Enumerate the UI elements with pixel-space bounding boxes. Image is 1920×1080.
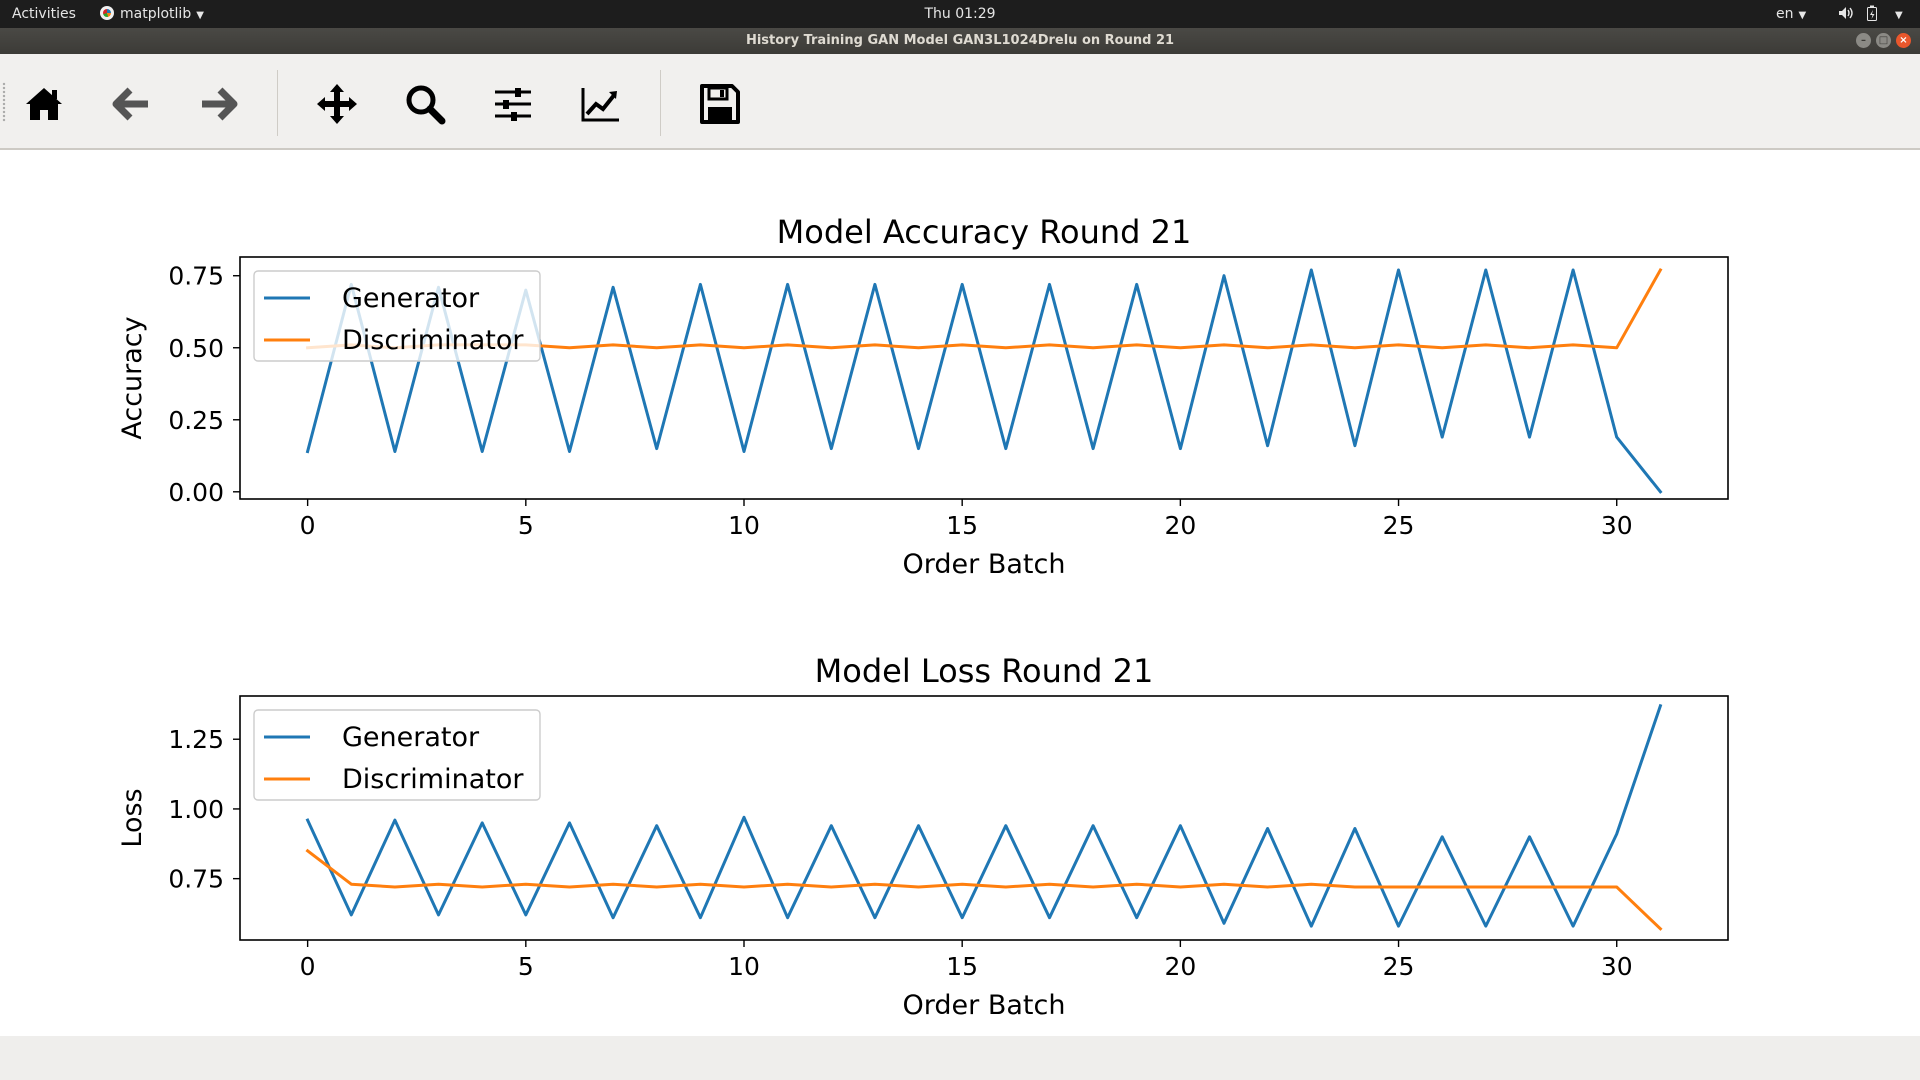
x-tick-label: 15 <box>946 511 978 540</box>
legend-label-generator: Generator <box>342 722 480 753</box>
x-tick-label: 30 <box>1601 511 1633 540</box>
language-label: en <box>1776 6 1794 22</box>
volume-icon[interactable] <box>1838 0 1854 28</box>
app-menu[interactable]: matplotlib ▼ <box>100 0 204 28</box>
y-tick-label: 1.25 <box>168 725 224 754</box>
x-tick-label: 5 <box>518 952 534 981</box>
figure-svg[interactable]: 0 5 10 15 20 25 30 0.00 0.25 0.50 0.75 Model Accura… <box>0 150 1920 1036</box>
y-tick-label: 1.00 <box>168 795 224 824</box>
legend-box <box>253 709 541 801</box>
pan-button[interactable] <box>309 76 365 132</box>
series-line-generator <box>305 703 1663 928</box>
x-tick-label: 20 <box>1164 511 1196 540</box>
minimize-window-button[interactable]: – <box>1856 33 1871 48</box>
app-menu-label: matplotlib <box>120 6 192 22</box>
language-indicator[interactable]: en ▼ <box>1776 0 1806 28</box>
y-tick-label: 0.75 <box>168 262 224 291</box>
legend-label-discriminator: Discriminator <box>342 325 524 356</box>
home-button[interactable] <box>16 76 72 132</box>
y-tick-label: 0.75 <box>168 865 224 894</box>
pan-move-icon <box>317 84 357 124</box>
chart-title: Model Accuracy Round 21 <box>777 213 1192 251</box>
x-tick-label: 30 <box>1601 952 1633 981</box>
window-title: History Training GAN Model GAN3L1024Drel… <box>745 33 1175 48</box>
battery-icon[interactable] <box>1866 0 1878 28</box>
toolbar-drag-handle[interactable] <box>2 82 6 122</box>
x-tick-label: 25 <box>1383 952 1415 981</box>
y-tick-label: 0.25 <box>168 406 224 435</box>
navigation-toolbar <box>0 54 1920 150</box>
window-title-bar: History Training GAN Model GAN3L1024Drel… <box>0 28 1920 54</box>
axes-frame <box>239 695 1729 941</box>
forward-arrow-icon <box>202 87 238 121</box>
chevron-down-icon: ▼ <box>196 10 204 21</box>
legend-label-discriminator: Discriminator <box>342 764 524 795</box>
x-tick-label: 5 <box>518 511 534 540</box>
maximize-window-button[interactable]: □ <box>1876 33 1891 48</box>
y-tick-label: 0.00 <box>168 478 224 507</box>
zoom-button[interactable] <box>397 76 453 132</box>
subplot-accuracy <box>233 256 1729 506</box>
chevron-down-icon: ▼ <box>1798 10 1807 21</box>
status-bar <box>0 1036 1920 1080</box>
configure-subplots-button[interactable] <box>485 76 541 132</box>
save-floppy-icon <box>700 84 740 124</box>
subplot-loss <box>233 695 1729 947</box>
subplots-config-icon <box>495 88 531 121</box>
legend-box <box>253 270 541 362</box>
figure-canvas[interactable]: 0 5 10 15 20 25 30 0.00 0.25 0.50 0.75 Model Accura… <box>0 150 1920 1036</box>
save-figure-button[interactable] <box>692 76 748 132</box>
system-top-bar: Activities matplotlib ▼ Thu 01:29 en ▼ ▼ <box>0 0 1920 28</box>
y-tick-label: 0.50 <box>168 334 224 363</box>
x-tick-label: 10 <box>728 952 760 981</box>
legend-label-generator: Generator <box>342 283 480 314</box>
x-tick-label: 0 <box>300 952 316 981</box>
matplotlib-app-icon <box>100 6 114 20</box>
back-button[interactable] <box>104 76 160 132</box>
x-tick-label: 15 <box>946 952 978 981</box>
toolbar-separator <box>277 70 278 136</box>
edit-axis-icon <box>581 88 619 122</box>
home-icon <box>26 88 62 120</box>
x-tick-label: 25 <box>1383 511 1415 540</box>
x-axis-label: Order Batch <box>903 549 1066 580</box>
system-menu-chevron-icon[interactable]: ▼ <box>1895 10 1903 21</box>
back-arrow-icon <box>112 87 148 121</box>
clock[interactable]: Thu 01:29 <box>924 6 996 22</box>
y-axis-label: Loss <box>117 788 148 847</box>
x-tick-label: 10 <box>728 511 760 540</box>
x-axis-label: Order Batch <box>903 990 1066 1021</box>
forward-button[interactable] <box>190 76 246 132</box>
chart-title: Model Loss Round 21 <box>815 652 1154 690</box>
activities-button[interactable]: Activities <box>12 6 76 22</box>
y-axis-label: Accuracy <box>117 316 148 439</box>
series-line-discriminator <box>305 848 1663 931</box>
x-tick-label: 20 <box>1164 952 1196 981</box>
edit-axis-button[interactable] <box>573 76 629 132</box>
toolbar-separator <box>660 70 661 136</box>
axes-frame <box>239 256 1729 500</box>
close-window-button[interactable]: × <box>1896 33 1911 48</box>
x-tick-label: 0 <box>300 511 316 540</box>
zoom-magnifier-icon <box>406 85 446 125</box>
